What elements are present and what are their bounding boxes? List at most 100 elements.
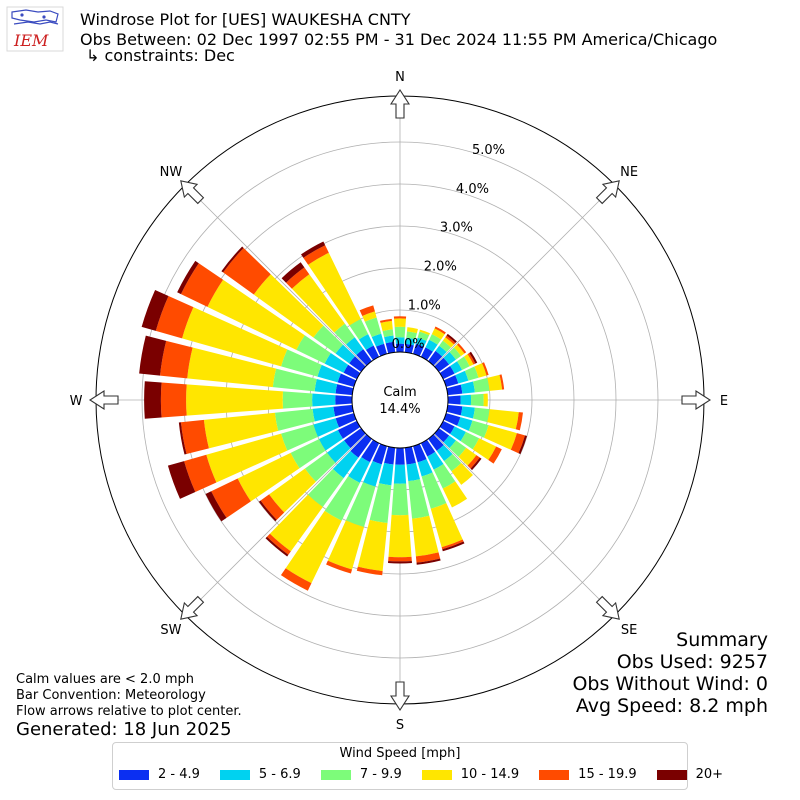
wind-bar-segment <box>349 356 366 372</box>
wind-bar-segment <box>436 444 453 462</box>
wind-bar-segment <box>431 328 445 340</box>
wind-bar-segment <box>211 478 251 518</box>
wind-bar-segment <box>460 431 480 450</box>
wind-bar-segment <box>286 267 310 289</box>
wind-bar-segment <box>333 404 354 417</box>
calm-value: 14.4% <box>379 402 420 417</box>
wind-bar-segment <box>269 468 316 513</box>
legend-item: 2 - 4.9 <box>119 767 200 782</box>
wind-bar-segment <box>443 413 461 426</box>
wind-bar-segment <box>362 311 377 322</box>
wind-bar-segment <box>420 439 436 457</box>
wind-bar-segment <box>445 335 456 345</box>
wind-bar-segment <box>312 393 336 407</box>
wind-bar-segment <box>446 404 463 416</box>
wind-bar-segment <box>182 307 288 367</box>
wind-bar-segment <box>394 326 406 338</box>
legend-swatch <box>656 769 687 780</box>
compass-arrows <box>88 88 712 712</box>
compass-arrow-icon <box>595 180 620 205</box>
wind-bar-segment <box>334 323 355 345</box>
wind-bar-segment <box>361 439 380 463</box>
wind-bar-segment <box>335 395 353 405</box>
wind-bar-segment <box>327 520 365 570</box>
wind-bar-segment <box>266 533 291 555</box>
wind-bar-segment <box>413 343 424 357</box>
calm-area: Calm 14.4% <box>351 351 449 449</box>
wind-bar-segment <box>301 241 326 258</box>
wind-bar-segment <box>394 318 406 327</box>
compass-arrow-icon <box>595 595 620 620</box>
wind-bar-segment <box>434 428 450 443</box>
wind-bar-segment <box>455 370 469 384</box>
legend-swatch <box>219 769 250 780</box>
legend-item: 7 - 9.9 <box>320 767 402 782</box>
wind-bar-segment <box>447 395 461 405</box>
legend-label: 7 - 9.9 <box>359 767 402 782</box>
wind-bar-segment <box>443 351 456 365</box>
chart-title: Windrose Plot for [UES] WAUKESHA CNTY <box>80 10 411 29</box>
radial-tick-label: 2.0% <box>424 260 457 275</box>
wind-bar-segment <box>290 439 326 469</box>
summary-obs-used: Obs Used: 9257 <box>616 651 768 673</box>
wind-bar-segment <box>335 413 357 428</box>
radial-tick-label: 0.0% <box>392 337 425 352</box>
wind-bar-segment <box>443 375 459 387</box>
legend-swatch <box>119 769 149 780</box>
legend-item: 20+ <box>656 767 724 782</box>
compass-arrow-icon <box>389 681 411 712</box>
wind-bar-segment <box>428 434 444 451</box>
wind-bar-segment <box>281 262 305 283</box>
wind-bar-segment <box>380 320 393 332</box>
wind-bar-segment <box>450 361 463 374</box>
wind-bar-segment <box>441 539 464 550</box>
wind-bar-segment <box>515 412 523 431</box>
wind-bar-segment <box>337 420 361 439</box>
wind-bar-segment <box>388 556 412 562</box>
wind-bar-segment <box>499 374 505 390</box>
wind-bar-segment <box>474 363 487 378</box>
wind-bar-segment <box>393 316 407 319</box>
wind-bar-segment <box>313 325 344 354</box>
wind-bar-segment <box>178 422 187 455</box>
wind-bar-segment <box>332 450 359 479</box>
wind-bar-segment <box>416 558 441 565</box>
wind-bar-segment <box>449 440 467 457</box>
summary-obs-without-wind: Obs Without Wind: 0 <box>572 673 768 695</box>
wind-bar-segment <box>419 329 431 336</box>
legend-label: 20+ <box>695 767 724 782</box>
compass-label: S <box>396 718 404 733</box>
wind-bar-segment <box>324 476 360 521</box>
wind-bar-segment <box>405 337 416 346</box>
wind-bar-segment <box>415 552 441 563</box>
wind-bar-segment <box>280 568 312 591</box>
wind-bar-segment <box>346 337 364 356</box>
wind-bar-segment <box>435 345 447 357</box>
wind-bar-segment <box>141 289 169 331</box>
wind-bar-segment <box>430 503 463 548</box>
wind-bar-segment <box>391 483 409 516</box>
wind-bar-segment <box>388 514 412 558</box>
wind-bar-segment <box>395 447 405 465</box>
wind-bar-segment <box>349 318 369 340</box>
wind-bar-segment <box>269 494 323 552</box>
wind-bar-segment <box>357 519 388 572</box>
wind-bar-segment <box>487 374 503 391</box>
wind-bar-segment <box>324 352 349 373</box>
legend-item: 10 - 14.9 <box>421 767 519 782</box>
wind-bar-segment <box>304 452 336 482</box>
compass-arrow-icon <box>389 88 411 119</box>
wind-bar-segment <box>144 381 162 419</box>
wind-bar-segment <box>356 349 372 366</box>
wind-bar-segment <box>467 352 476 365</box>
wind-bar-segment <box>433 464 456 489</box>
compass-label: N <box>395 70 405 85</box>
wind-bar-segment <box>313 418 339 437</box>
wind-bar-segment <box>458 447 477 466</box>
wind-bar-segment <box>487 409 519 430</box>
wind-bar-segment <box>453 344 465 356</box>
obs-between-text: Obs Between: 02 Dec 1997 02:55 PM - 31 D… <box>80 30 718 49</box>
wind-bar-segment <box>186 384 284 416</box>
wind-bar-segment <box>318 430 343 451</box>
